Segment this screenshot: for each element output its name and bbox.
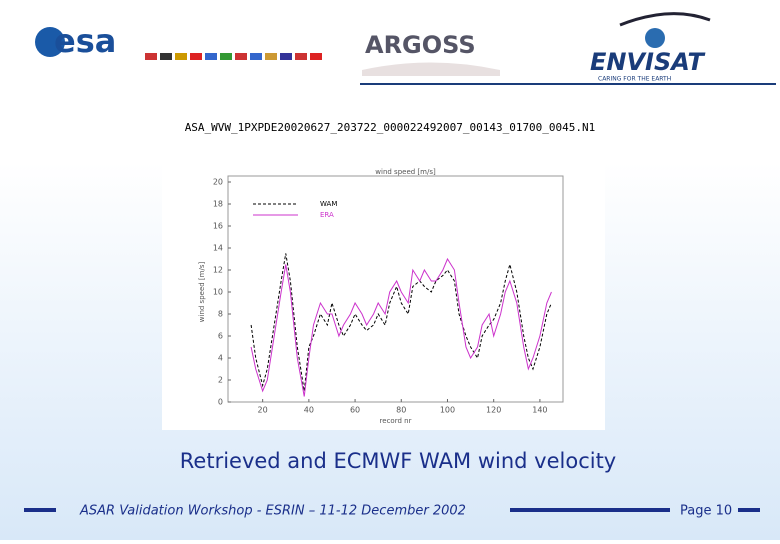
x-tick-label: 20 xyxy=(258,406,268,415)
data-line xyxy=(250,257,552,397)
esa-globe xyxy=(35,27,65,57)
legend-label: ERA xyxy=(320,211,334,219)
chart-title: wind speed [m/s] xyxy=(375,168,436,176)
y-tick-label: 18 xyxy=(213,200,223,209)
y-tick-label: 2 xyxy=(218,376,223,385)
y-tick-label: 14 xyxy=(213,244,223,253)
page-number: Page 10 xyxy=(680,504,732,519)
y-tick-label: 6 xyxy=(218,332,223,341)
envisat-arc xyxy=(619,12,711,27)
argoss-logo: ARGOSS xyxy=(365,31,476,59)
x-tick-label: 80 xyxy=(396,406,406,415)
esa-logo: esa xyxy=(54,22,116,60)
envisat-logo: ENVISAT xyxy=(590,48,706,76)
x-tick-label: 40 xyxy=(304,406,314,415)
envisat-globe xyxy=(645,28,665,48)
plot-frame xyxy=(227,175,564,403)
y-tick-label: 4 xyxy=(218,354,223,363)
y-tick-label: 20 xyxy=(213,178,223,187)
x-tick-label: 60 xyxy=(350,406,360,415)
y-tick-label: 12 xyxy=(213,266,223,275)
flags xyxy=(145,53,322,60)
x-tick-label: 120 xyxy=(486,406,501,415)
chart-background xyxy=(162,162,605,430)
caption: Retrieved and ECMWF WAM wind velocity xyxy=(180,449,616,473)
y-axis-label: wind speed [m/s] xyxy=(198,262,206,323)
y-tick-label: 10 xyxy=(213,288,223,297)
y-tick-label: 0 xyxy=(218,398,223,407)
y-tick-label: 16 xyxy=(213,222,223,231)
x-tick-label: 140 xyxy=(532,406,547,415)
chart: 0 2 4 6 8 10 12 14 16 18 20 20 40 60 80 100 120 140 wind s… xyxy=(198,168,564,425)
data-line xyxy=(250,253,552,392)
legend-label: WAM xyxy=(320,200,337,208)
filename: ASA_WVW_1PXPDE20020627_203722_0000224920… xyxy=(185,121,596,134)
footer-text: ASAR Validation Workshop - ESRIN – 11-12… xyxy=(79,504,466,519)
argoss-swoosh xyxy=(362,62,500,76)
y-tick-label: 8 xyxy=(218,310,223,319)
envisat-tagline: CARING FOR THE EARTH xyxy=(598,76,671,83)
x-tick-label: 100 xyxy=(440,406,455,415)
x-axis-label: record nr xyxy=(380,417,412,425)
